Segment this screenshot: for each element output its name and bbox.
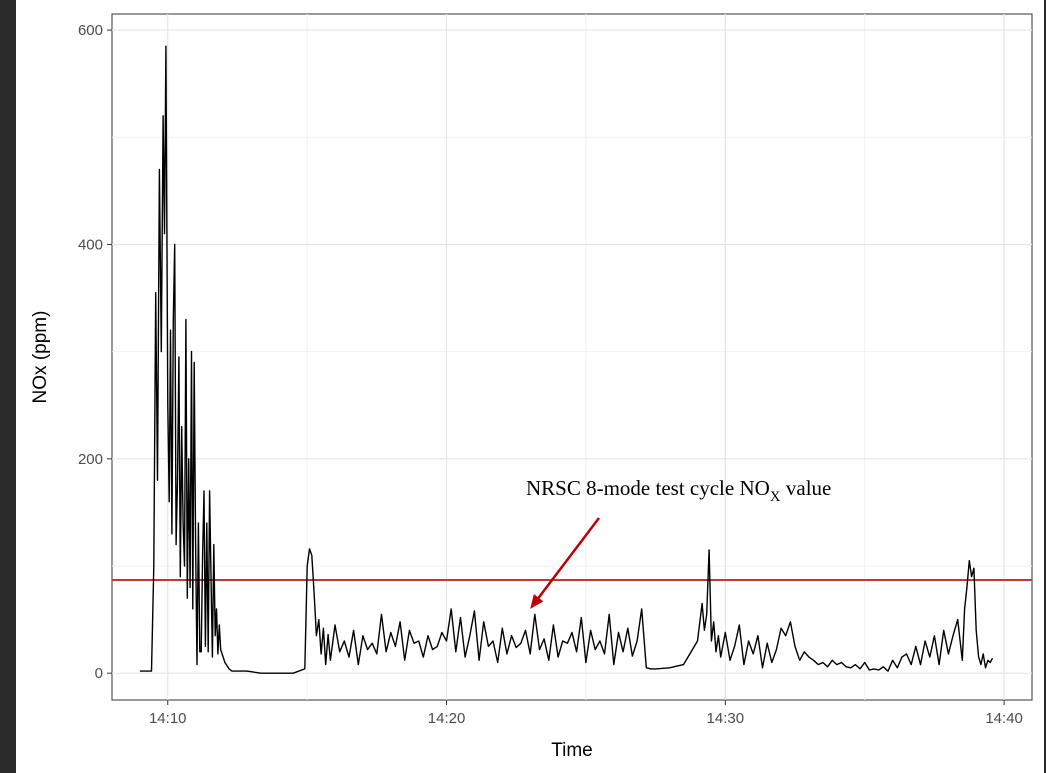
nox-series-line: [139, 45, 994, 674]
series-group: [139, 45, 994, 674]
x-tick-label: 14:30: [707, 710, 745, 727]
x-tick-label: 14:10: [149, 710, 187, 727]
x-tick-label: 14:20: [428, 710, 466, 727]
y-axis-title: NOx (ppm): [30, 311, 51, 404]
y-tick-label: 200: [78, 451, 103, 468]
y-tick-label: 0: [95, 665, 103, 682]
annotation-group: NRSC 8-mode test cycle NOX value: [526, 476, 831, 609]
annotation-label: NRSC 8-mode test cycle NOX value: [526, 476, 831, 505]
annotation-suffix: value: [781, 476, 832, 500]
annotation-main: NRSC 8-mode test cycle NO: [526, 476, 770, 500]
chart-frame: 0 200 400 600 14:10 14:20 14:30 14:40 Time NOx …: [16, 0, 1044, 773]
annotation-arrow-head: [530, 594, 544, 609]
plot-panel: [111, 13, 1033, 701]
grid-lines: [112, 14, 1032, 700]
y-tick-label: 400: [78, 236, 103, 253]
annotation-subscript: X: [770, 489, 781, 505]
annotation-arrow: [535, 517, 600, 602]
y-tick-label: 600: [78, 22, 103, 39]
x-tick-label: 14:40: [985, 710, 1023, 727]
nox-time-chart: 0 200 400 600 14:10 14:20 14:30 14:40 Time NOx …: [30, 13, 1033, 761]
x-axis-title: Time: [551, 740, 593, 761]
axes-group: 0 200 400 600 14:10 14:20 14:30 14:40: [78, 22, 1023, 727]
